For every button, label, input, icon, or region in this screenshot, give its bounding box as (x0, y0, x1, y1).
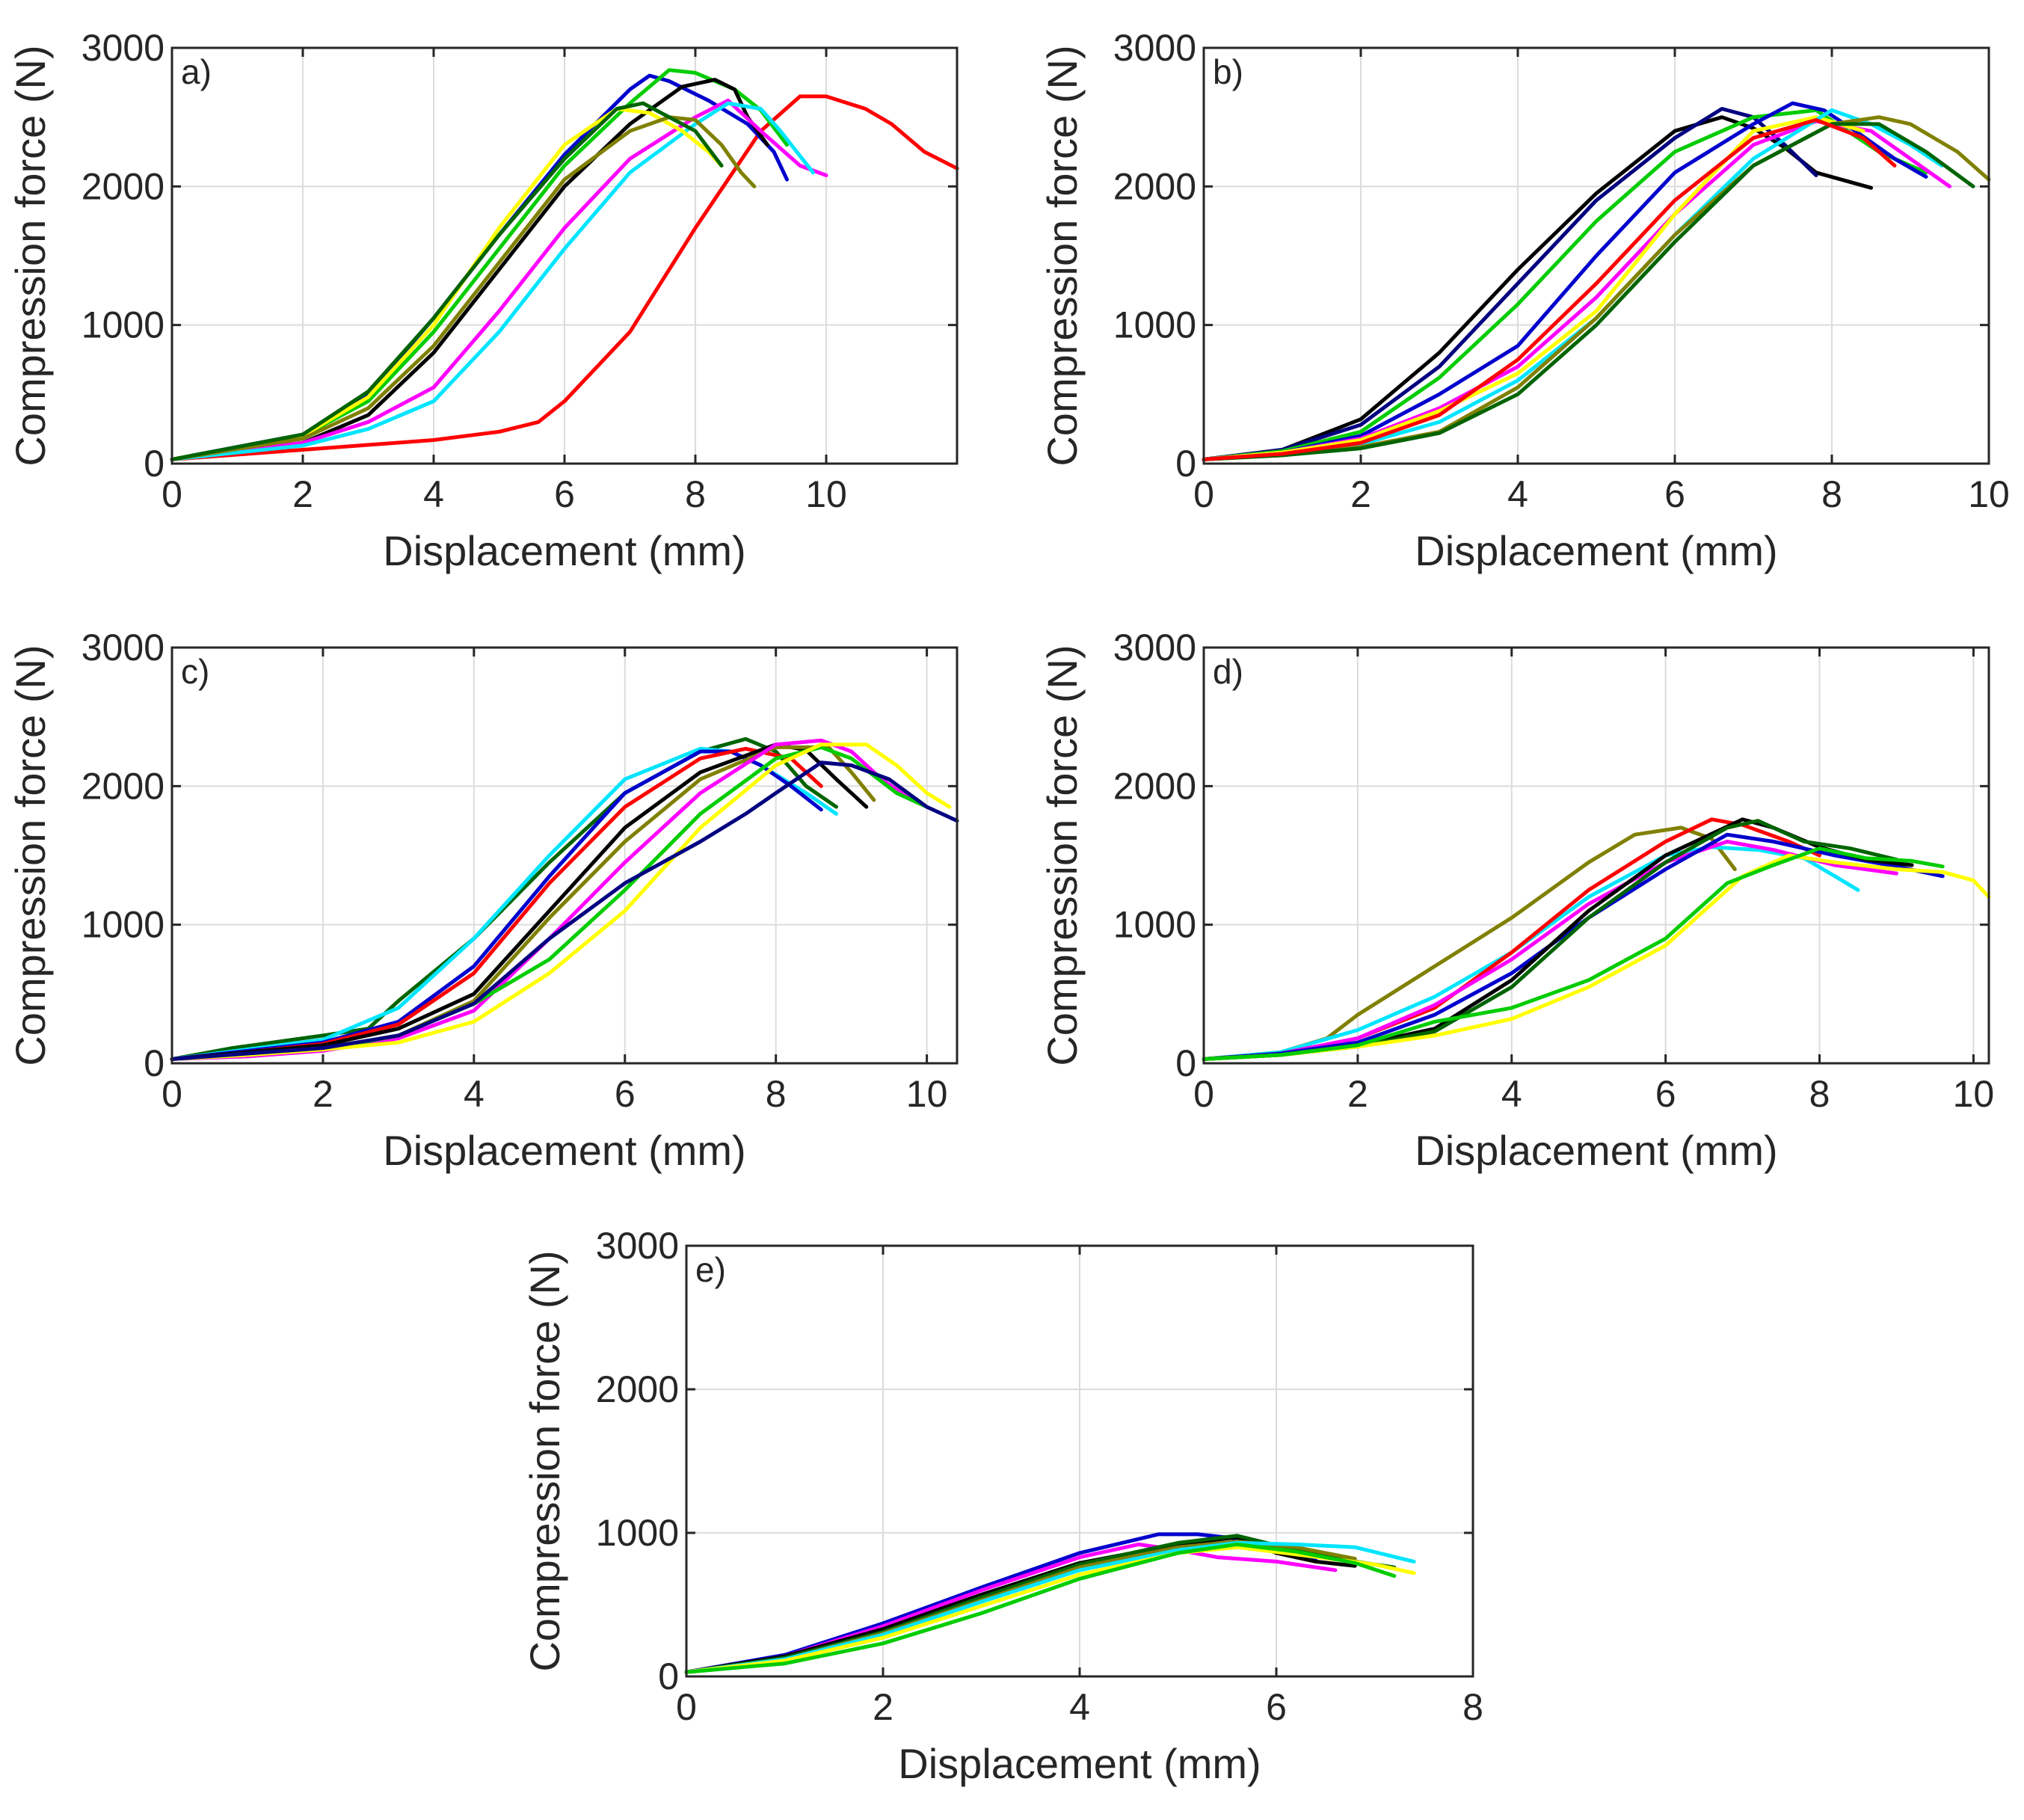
series-line-blue (1202, 101, 1928, 461)
panel-label: d) (1213, 652, 1243, 691)
x-tick-label: 8 (685, 473, 706, 515)
series-line-darkgreen (170, 737, 838, 1061)
x-axis-label: Displacement (mm) (383, 1127, 745, 1174)
y-axis-label: Compression force (N) (7, 645, 54, 1066)
series-line-green (1202, 846, 1945, 1061)
x-tick-label: 6 (615, 1073, 636, 1115)
y-tick-label: 2000 (81, 165, 164, 207)
x-tick-label: 2 (1350, 473, 1371, 515)
y-tick-label: 3000 (81, 627, 164, 668)
panel-label: e) (695, 1250, 726, 1289)
x-tick-label: 0 (1193, 1073, 1214, 1115)
series-line-darkblue (1202, 107, 1818, 461)
series-line-red (1202, 117, 1897, 461)
x-tick-label: 2 (873, 1686, 893, 1728)
series-line-yellow (1202, 115, 1865, 461)
x-tick-label: 2 (1347, 1073, 1368, 1115)
x-tick-label: 10 (1968, 473, 2010, 515)
x-tick-label: 4 (1501, 1073, 1522, 1115)
y-tick-label: 2000 (1113, 165, 1196, 207)
y-tick-label: 0 (144, 1042, 164, 1084)
axes-box (170, 646, 959, 1065)
y-tick-label: 2000 (1113, 765, 1196, 807)
y-axis-label: Compression force (N) (1039, 45, 1086, 466)
x-tick-label: 6 (554, 473, 575, 515)
series-line-cyan (170, 101, 815, 461)
y-tick-label: 3000 (81, 27, 164, 69)
chart-panel-3: 0 2 4 6 8 10 0 1000 2000 3000 Displacement (mm) Com… (7, 627, 959, 1174)
series-line-cyan (1202, 845, 1860, 1061)
y-tick-label: 3000 (1113, 27, 1196, 69)
series-line-yellow (170, 743, 952, 1061)
x-axis-label: Displacement (mm) (383, 527, 745, 574)
panel-label: c) (181, 652, 209, 691)
x-tick-label: 0 (1193, 473, 1214, 515)
y-tick-label: 0 (1175, 1042, 1196, 1084)
y-tick-label: 0 (1175, 443, 1196, 485)
y-tick-label: 1000 (1113, 904, 1196, 946)
x-tick-label: 4 (464, 1073, 485, 1115)
series-line-black (170, 743, 869, 1061)
chart-panel-2: 0 2 4 6 8 10 0 1000 2000 3000 Displacement (mm) Com… (1039, 27, 2010, 574)
x-tick-label: 0 (676, 1686, 697, 1728)
y-tick-label: 1000 (1113, 304, 1196, 346)
x-tick-label: 6 (1664, 473, 1685, 515)
chart-panel-1: 0 2 4 6 8 10 0 1000 2000 3000 Displacement (mm) Com… (7, 27, 959, 574)
x-tick-label: 10 (906, 1073, 948, 1115)
x-tick-label: 2 (313, 1073, 333, 1115)
plot-area (1204, 648, 1989, 1063)
y-axis-label: Compression force (N) (1039, 645, 1086, 1066)
panel-label: a) (181, 52, 212, 91)
y-tick-label: 3000 (596, 1225, 679, 1267)
y-tick-label: 1000 (81, 304, 164, 346)
x-tick-label: 10 (1953, 1073, 1995, 1115)
series-line-yellow (170, 107, 724, 461)
plot-area (172, 648, 957, 1063)
axes-box (1202, 46, 1990, 465)
x-tick-label: 0 (162, 473, 182, 515)
x-axis-label: Displacement (mm) (898, 1740, 1261, 1787)
y-axis-label: Compression force (N) (7, 45, 54, 466)
series-line-cyan (684, 1540, 1416, 1674)
x-tick-label: 0 (162, 1073, 182, 1115)
panel-label: b) (1213, 52, 1243, 91)
series-line-red (170, 94, 959, 461)
y-axis-label: Compression force (N) (521, 1250, 568, 1671)
y-tick-label: 0 (144, 443, 164, 485)
series-line-olive (170, 115, 757, 461)
x-tick-label: 8 (1821, 473, 1842, 515)
y-tick-label: 0 (658, 1655, 679, 1697)
x-tick-label: 2 (292, 473, 313, 515)
y-tick-label: 2000 (81, 765, 164, 807)
x-tick-label: 4 (1507, 473, 1528, 515)
series-line-yellow (1202, 853, 1991, 1061)
x-tick-label: 8 (766, 1073, 787, 1115)
y-tick-label: 3000 (1113, 627, 1196, 668)
y-tick-label: 2000 (596, 1368, 679, 1410)
series-line-darkgreen (1202, 122, 1975, 461)
x-tick-label: 10 (805, 473, 847, 515)
x-tick-label: 4 (423, 473, 444, 515)
y-tick-label: 1000 (596, 1512, 679, 1554)
x-tick-label: 8 (1462, 1686, 1483, 1728)
series-line-darkblue (170, 760, 959, 1061)
x-tick-label: 8 (1809, 1073, 1830, 1115)
x-tick-label: 6 (1655, 1073, 1676, 1115)
x-axis-label: Displacement (mm) (1415, 1127, 1777, 1174)
x-tick-label: 6 (1266, 1686, 1287, 1728)
x-axis-label: Displacement (mm) (1415, 527, 1777, 574)
axes-box (1202, 646, 1990, 1065)
series-line-darkgreen (170, 101, 724, 461)
series-line-blue (1202, 832, 1945, 1061)
series-line-green (170, 68, 789, 461)
chart-panel-4: 0 2 4 6 8 10 0 1000 2000 3000 Displacement (mm) Com… (1039, 627, 1994, 1174)
chart-panel-5: 0 2 4 6 8 0 1000 2000 3000 Displacement (mm) Compr… (521, 1225, 1483, 1787)
series-line-magenta (170, 98, 828, 461)
x-tick-label: 4 (1069, 1686, 1090, 1728)
series-line-green (684, 1542, 1397, 1674)
y-tick-label: 1000 (81, 904, 164, 946)
